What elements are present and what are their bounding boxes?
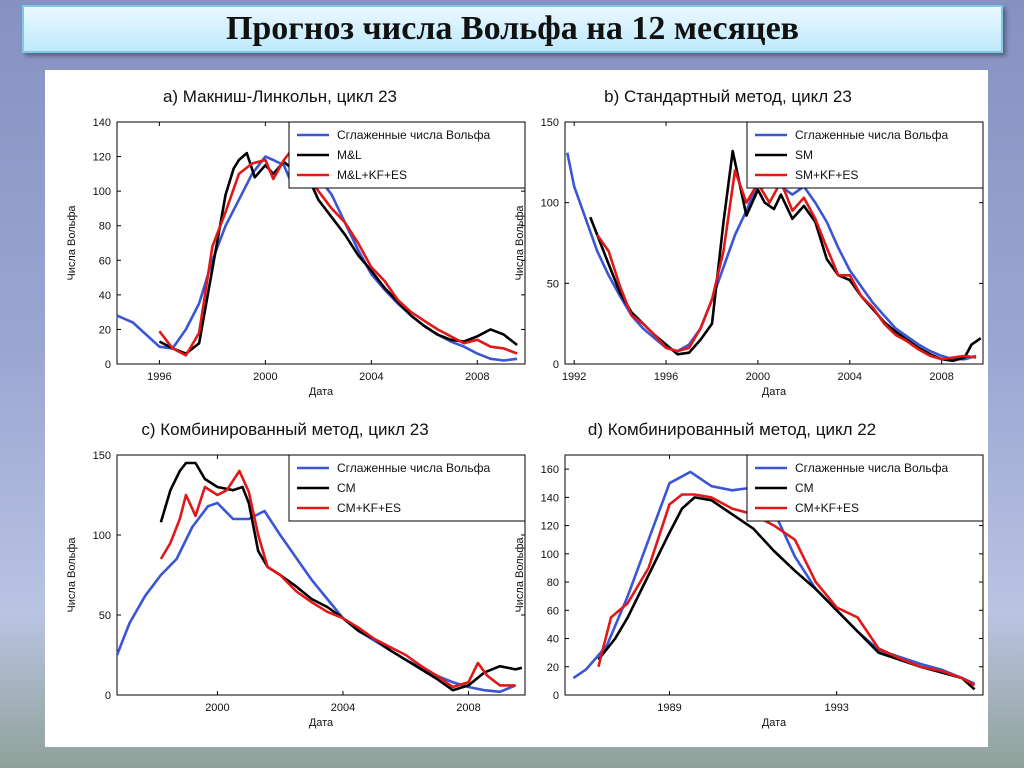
chart-b-xtick-label: 2000 [746, 371, 770, 383]
chart-a-series-1-line [158, 151, 518, 355]
chart-d-xtick-label: 1989 [657, 702, 681, 714]
chart-a-ytick-label: 120 [93, 152, 111, 164]
chart-a-ytick-label: 20 [99, 324, 111, 336]
chart-b-xtick-label: 1996 [654, 371, 678, 383]
chart-a-ytick-label: 80 [99, 221, 111, 233]
chart-b-ytick-label: 100 [541, 198, 559, 210]
chart-d-legend-label-1: CM [795, 481, 814, 495]
chart-d-ytick-label: 80 [547, 577, 559, 589]
chart-d-ytick-label: 100 [541, 549, 559, 561]
chart-b-title: b) Стандартный метод, цикл 23 [604, 87, 852, 106]
chart-c-series-0-line [115, 501, 517, 694]
chart-d-ytick-label: 40 [547, 634, 559, 646]
chart-b-xtick-label: 2004 [838, 371, 862, 383]
chart-d-ytick-label: 0 [553, 690, 559, 702]
page-title-box: Прогноз числа Вольфа на 12 месяцев [22, 5, 1003, 53]
chart-d-legend-label-2: CM+KF+ES [795, 501, 859, 515]
chart-d-title: d) Комбинированный метод, цикл 22 [588, 420, 876, 439]
chart-a-xtick-label: 2000 [253, 371, 277, 383]
chart-a-ytick-label: 60 [99, 255, 111, 267]
chart-c-xlabel: Дата [309, 717, 334, 729]
chart-d-ytick-label: 160 [541, 464, 559, 476]
chart-b-legend-label-2: SM+KF+ES [795, 168, 858, 182]
page-title: Прогноз числа Вольфа на 12 месяцев [225, 10, 800, 47]
chart-b-legend-label-1: SM [795, 148, 813, 162]
chart-c-title: c) Комбинированный метод, цикл 23 [141, 420, 428, 439]
chart-d-ytick-label: 20 [547, 662, 559, 674]
chart-a-xtick-label: 1996 [147, 371, 171, 383]
chart-b-xtick-label: 2008 [929, 371, 953, 383]
chart-b-xlabel: Дата [762, 386, 787, 398]
chart-b-ytick-label: 50 [547, 278, 559, 290]
chart-c-xtick-label: 2008 [456, 702, 480, 714]
chart-b-ytick-label: 150 [541, 117, 559, 129]
chart-b-ylabel: Числа Вольфа [514, 205, 526, 281]
chart-d-ylabel: Числа Вольфа [514, 537, 526, 613]
chart-a-ytick-label: 100 [93, 186, 111, 198]
chart-a-ytick-label: 140 [93, 117, 111, 129]
chart-d-series-2-line [597, 493, 976, 687]
chart-b-xtick-label: 1992 [562, 371, 586, 383]
chart-d-xtick-label: 1993 [824, 702, 848, 714]
chart-a-xtick-label: 2008 [465, 371, 489, 383]
chart-c-ytick-label: 0 [105, 690, 111, 702]
chart-a-series-2-line [158, 148, 518, 357]
chart-c-ytick-label: 100 [93, 530, 111, 542]
chart-d-ytick-label: 120 [541, 521, 559, 533]
chart-c-series-1-line [159, 461, 523, 692]
chart-a-ytick-label: 0 [105, 359, 111, 371]
chart-c-ytick-label: 150 [93, 450, 111, 462]
chart-a-ylabel: Числа Вольфа [66, 205, 78, 281]
chart-a-legend-label-2: M&L+KF+ES [337, 168, 407, 182]
chart-d-ytick-label: 60 [547, 605, 559, 617]
chart-b-ytick-label: 0 [553, 359, 559, 371]
chart-c-legend-label-2: CM+KF+ES [337, 501, 401, 515]
chart-c-ylabel: Числа Вольфа [66, 537, 78, 613]
chart-b-legend-label-0: Сглаженные числа Вольфа [795, 128, 949, 142]
chart-a-xtick-label: 2004 [359, 371, 383, 383]
chart-c-legend-label-0: Сглаженные числа Вольфа [337, 461, 491, 475]
chart-c-ytick-label: 50 [99, 610, 111, 622]
chart-a-xlabel: Дата [309, 386, 334, 398]
chart-c-legend-label-1: CM [337, 481, 356, 495]
chart-c-xtick-label: 2000 [205, 702, 229, 714]
chart-c-series-2-line [159, 469, 516, 689]
chart-d-ytick-label: 140 [541, 492, 559, 504]
chart-a-title: a) Макниш-Линкольн, цикл 23 [163, 87, 397, 106]
chart-a-legend-label-0: Сглаженные числа Вольфа [337, 128, 491, 142]
chart-c-xtick-label: 2004 [331, 702, 355, 714]
chart-d-legend-label-0: Сглаженные числа Вольфа [795, 461, 949, 475]
chart-d-xlabel: Дата [762, 717, 787, 729]
chart-b-series-2-line [596, 169, 977, 361]
chart-a-legend-label-1: M&L [337, 148, 362, 162]
chart-a-ytick-label: 40 [99, 290, 111, 302]
